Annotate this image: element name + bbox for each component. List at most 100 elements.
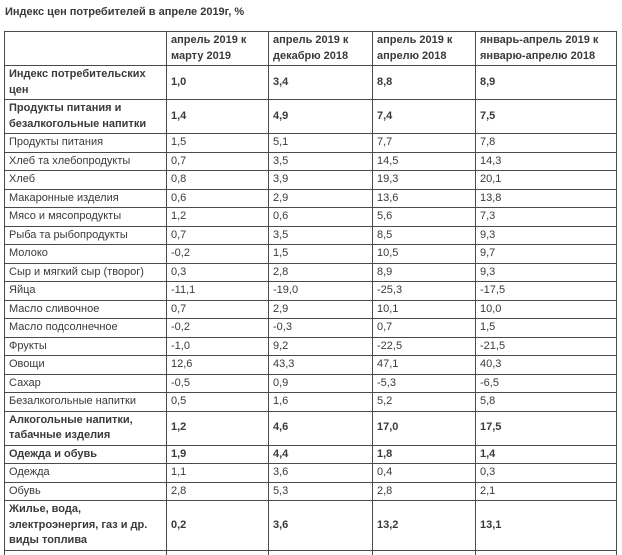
- partial-row: [4, 549, 617, 555]
- value-cell: 40,3: [475, 355, 617, 375]
- table-row: Яйца -11,1 -19,0 -25,3 -17,5: [4, 281, 617, 301]
- table-row: Алкогольные напитки, табачные изделия 1,2…: [4, 410, 617, 446]
- value-cell: 10,5: [372, 244, 476, 264]
- value-cell: 19,3: [372, 170, 476, 190]
- value-cell: -0,2: [166, 318, 269, 338]
- value-cell: 10,1: [372, 299, 476, 319]
- table-row: Хлеб 0,8 3,9 19,3 20,1: [4, 170, 617, 190]
- value-cell: 9,3: [475, 225, 617, 245]
- table-row: Хлеб та хлебопродукты 0,7 3,5 14,5 14,3: [4, 151, 617, 171]
- value-cell: -11,1: [166, 281, 269, 301]
- value-cell: 3,6: [268, 500, 373, 551]
- value-cell: 1,9: [166, 444, 269, 464]
- value-cell: 2,8: [372, 481, 476, 501]
- value-cell: 2,9: [268, 299, 373, 319]
- row-label-cell: Молоко: [4, 244, 167, 264]
- value-cell: 2,1: [475, 481, 617, 501]
- value-cell: 8,5: [372, 225, 476, 245]
- table-row: Одежда 1,1 3,6 0,4 0,3: [4, 463, 617, 483]
- empty-cell: [268, 549, 373, 555]
- value-cell: -6,5: [475, 373, 617, 393]
- value-cell: 9,3: [475, 262, 617, 282]
- value-cell: 0,3: [475, 463, 617, 483]
- table-row: Мясо и мясопродукты 1,2 0,6 5,6 7,3: [4, 207, 617, 227]
- value-cell: 5,2: [372, 392, 476, 412]
- value-cell: 3,6: [268, 463, 373, 483]
- table-row: Сахар -0,5 0,9 -5,3 -6,5: [4, 373, 617, 393]
- value-cell: 7,3: [475, 207, 617, 227]
- value-cell: 1,6: [268, 392, 373, 412]
- value-cell: 7,5: [475, 99, 617, 134]
- value-cell: 4,6: [268, 410, 373, 446]
- row-label-cell: Фрукты: [4, 336, 167, 356]
- value-cell: 1,1: [166, 463, 269, 483]
- row-label-cell: Сахар: [4, 373, 167, 393]
- value-cell: -22,5: [372, 336, 476, 356]
- row-label-cell: Обувь: [4, 481, 167, 501]
- value-cell: 0,6: [268, 207, 373, 227]
- table-row: Масло подсолнечное -0,2 -0,3 0,7 1,5: [4, 318, 617, 338]
- value-cell: 0,2: [166, 500, 269, 551]
- value-cell: 7,8: [475, 133, 617, 153]
- row-label-cell: Безалкогольные напитки: [4, 392, 167, 412]
- value-cell: 0,3: [166, 262, 269, 282]
- value-cell: 3,4: [268, 65, 373, 100]
- empty-cell: [166, 549, 269, 555]
- row-label-cell: Хлеб: [4, 170, 167, 190]
- value-cell: 1,5: [475, 318, 617, 338]
- value-cell: 0,7: [166, 151, 269, 171]
- value-cell: 3,5: [268, 151, 373, 171]
- row-label-cell: Одежда: [4, 463, 167, 483]
- cpi-table: апрель 2019 к марту 2019 апрель 2019 к де…: [4, 31, 617, 555]
- table-body: Индекс потребительских цен 1,0 3,4 8,8 8,9 Пр…: [4, 65, 617, 555]
- table-row: Одежда и обувь 1,9 4,4 1,8 1,4: [4, 444, 617, 464]
- table-row: Сыр и мягкий сыр (творог) 0,3 2,8 8,9 9,3: [4, 262, 617, 282]
- value-cell: 1,4: [475, 444, 617, 464]
- table-row: Индекс потребительских цен 1,0 3,4 8,8 8,9: [4, 65, 617, 100]
- table-row: Продукты питания и безалкогольные напитк…: [4, 99, 617, 134]
- value-cell: 14,3: [475, 151, 617, 171]
- value-cell: -25,3: [372, 281, 476, 301]
- value-cell: 5,3: [268, 481, 373, 501]
- empty-cell: [4, 549, 167, 555]
- table-row: Макаронные изделия 0,6 2,9 13,6 13,8: [4, 188, 617, 208]
- value-cell: 10,0: [475, 299, 617, 319]
- value-cell: 0,7: [166, 299, 269, 319]
- value-cell: 0,7: [372, 318, 476, 338]
- value-cell: -5,3: [372, 373, 476, 393]
- value-cell: 43,3: [268, 355, 373, 375]
- value-cell: -19,0: [268, 281, 373, 301]
- row-label-cell: Продукты питания и безалкогольные напитк…: [4, 99, 167, 134]
- row-label-cell: Масло сливочное: [4, 299, 167, 319]
- header-row: апрель 2019 к марту 2019 апрель 2019 к де…: [4, 31, 617, 66]
- table-row: Обувь 2,8 5,3 2,8 2,1: [4, 481, 617, 501]
- row-label-cell: Хлеб та хлебопродукты: [4, 151, 167, 171]
- value-cell: 47,1: [372, 355, 476, 375]
- value-cell: 0,4: [372, 463, 476, 483]
- value-cell: 5,8: [475, 392, 617, 412]
- value-cell: 3,9: [268, 170, 373, 190]
- value-cell: -0,3: [268, 318, 373, 338]
- value-cell: 2,8: [166, 481, 269, 501]
- row-label-cell: Продукты питания: [4, 133, 167, 153]
- value-cell: 9,7: [475, 244, 617, 264]
- row-label-cell: Одежда и обувь: [4, 444, 167, 464]
- value-cell: 0,8: [166, 170, 269, 190]
- row-label-cell: Жилье, вода, электроэнергия, газ и др. в…: [4, 500, 167, 551]
- value-cell: 7,4: [372, 99, 476, 134]
- value-cell: 3,5: [268, 225, 373, 245]
- value-cell: 4,9: [268, 99, 373, 134]
- value-cell: 8,9: [372, 262, 476, 282]
- value-cell: 2,9: [268, 188, 373, 208]
- row-label-cell: Алкогольные напитки, табачные изделия: [4, 410, 167, 446]
- value-cell: 4,4: [268, 444, 373, 464]
- value-cell: -0,5: [166, 373, 269, 393]
- column-header: апрель 2019 к декабрю 2018: [268, 31, 373, 66]
- table-row: Молоко -0,2 1,5 10,5 9,7: [4, 244, 617, 264]
- row-label-cell: Яйца: [4, 281, 167, 301]
- value-cell: 0,6: [166, 188, 269, 208]
- value-cell: -1,0: [166, 336, 269, 356]
- column-header: апрель 2019 к апрелю 2018: [372, 31, 476, 66]
- value-cell: 13,1: [475, 500, 617, 551]
- column-header: январь-апрель 2019 к январю-апрелю 2018: [475, 31, 617, 66]
